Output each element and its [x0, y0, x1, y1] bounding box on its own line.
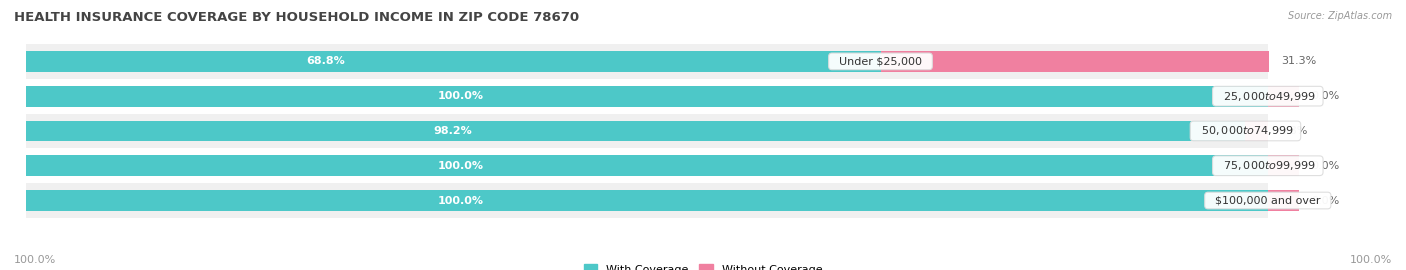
Text: Under $25,000: Under $25,000	[832, 56, 929, 66]
Legend: With Coverage, Without Coverage: With Coverage, Without Coverage	[579, 260, 827, 270]
Bar	[27, 155, 1268, 176]
Bar	[27, 114, 1268, 148]
Bar	[1246, 120, 1268, 141]
Text: 1.8%: 1.8%	[1281, 126, 1309, 136]
Bar	[27, 86, 1268, 107]
Text: 0.0%: 0.0%	[1312, 195, 1340, 205]
Bar	[27, 51, 880, 72]
Bar	[880, 51, 1270, 72]
Bar	[27, 120, 1246, 141]
Text: 0.0%: 0.0%	[1312, 91, 1340, 101]
Text: 100.0%: 100.0%	[14, 255, 56, 265]
Text: 100.0%: 100.0%	[437, 195, 484, 205]
Text: $75,000 to $99,999: $75,000 to $99,999	[1216, 159, 1320, 172]
Text: 100.0%: 100.0%	[437, 91, 484, 101]
Text: 98.2%: 98.2%	[433, 126, 472, 136]
Text: $100,000 and over: $100,000 and over	[1208, 195, 1327, 205]
Text: Source: ZipAtlas.com: Source: ZipAtlas.com	[1288, 11, 1392, 21]
Bar	[1268, 155, 1299, 176]
Text: 100.0%: 100.0%	[437, 161, 484, 171]
Bar	[27, 190, 1268, 211]
Bar	[27, 79, 1268, 114]
Text: 68.8%: 68.8%	[307, 56, 344, 66]
Bar	[1268, 86, 1299, 107]
Bar	[27, 183, 1268, 218]
Text: $25,000 to $49,999: $25,000 to $49,999	[1216, 90, 1320, 103]
Text: 0.0%: 0.0%	[1312, 161, 1340, 171]
Bar	[27, 44, 1268, 79]
Text: 100.0%: 100.0%	[1350, 255, 1392, 265]
Text: 31.3%: 31.3%	[1281, 56, 1316, 66]
Text: HEALTH INSURANCE COVERAGE BY HOUSEHOLD INCOME IN ZIP CODE 78670: HEALTH INSURANCE COVERAGE BY HOUSEHOLD I…	[14, 11, 579, 24]
Bar	[1268, 190, 1299, 211]
Bar	[27, 148, 1268, 183]
Text: $50,000 to $74,999: $50,000 to $74,999	[1194, 124, 1298, 137]
